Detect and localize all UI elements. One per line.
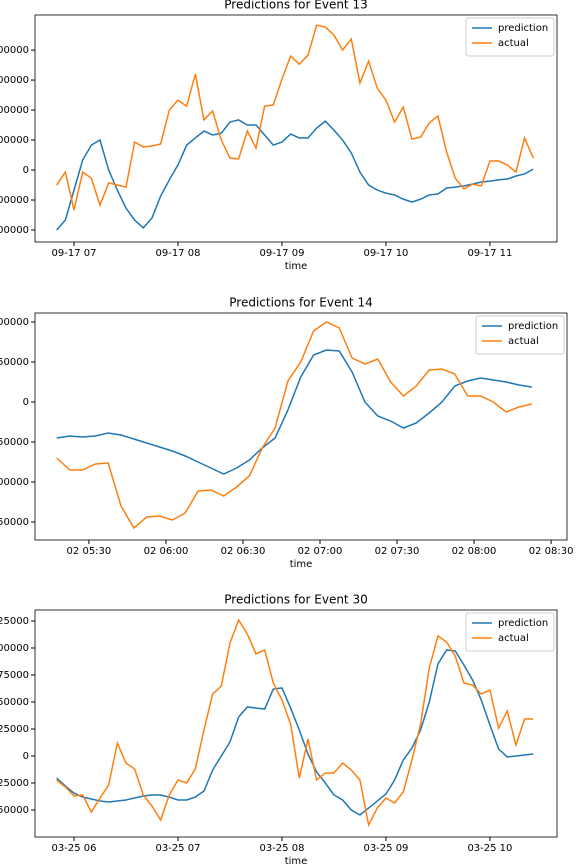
y-tick-label: 25000 [0, 724, 29, 735]
data-line [56, 649, 534, 816]
y-tick-label: 125000 [0, 616, 29, 627]
x-tick-label: 09-17 10 [363, 248, 408, 259]
legend-label: prediction [498, 618, 548, 629]
x-tick-label: 03-25 09 [363, 843, 408, 854]
data-line [56, 349, 532, 475]
legend-label: actual [508, 336, 539, 347]
legend-label: actual [498, 633, 529, 644]
y-tick-label: 200000 [0, 105, 29, 116]
y-tick-label: -100000 [0, 477, 29, 488]
y-tick-label: -150000 [0, 517, 29, 528]
x-axis-label: time [285, 261, 308, 272]
x-tick-label: 03-25 08 [259, 843, 304, 854]
y-tick-label: -25000 [0, 778, 29, 789]
x-axis-label: time [290, 559, 313, 570]
x-tick-label: 02 05:30 [67, 546, 112, 557]
chart-title: Predictions for Event 14 [229, 296, 372, 310]
data-line [56, 321, 532, 530]
x-axis-label: time [285, 856, 308, 864]
x-tick-label: 09-17 11 [467, 248, 512, 259]
x-tick-label: 02 06:00 [144, 546, 189, 557]
y-tick-label: 100000 [0, 643, 29, 654]
y-tick-label: 400000 [0, 45, 29, 56]
y-tick-label: 0 [23, 751, 29, 762]
x-tick-label: 02 07:30 [375, 546, 420, 557]
x-tick-label: 02 06:30 [221, 546, 266, 557]
y-tick-label: 50000 [0, 697, 29, 708]
data-line [56, 618, 534, 828]
legend-label: actual [498, 38, 529, 49]
y-tick-label: 0 [23, 165, 29, 176]
plot-frame [34, 312, 568, 541]
x-tick-label: 09-17 08 [155, 248, 200, 259]
y-tick-label: 100000 [0, 135, 29, 146]
y-tick-label: 100000 [0, 317, 29, 328]
plot-frame [34, 609, 558, 838]
x-tick-label: 09-17 07 [52, 248, 97, 259]
x-tick-label: 03-25 06 [52, 843, 97, 854]
plot-frame [34, 14, 558, 243]
y-tick-label: 0 [23, 397, 29, 408]
data-line [56, 119, 534, 231]
y-tick-label: -200000 [0, 225, 29, 236]
data-line [56, 24, 534, 211]
x-tick-label: 02 08:00 [452, 546, 497, 557]
chart-title: Predictions for Event 13 [224, 0, 367, 12]
x-tick-label: 02 08:30 [529, 546, 574, 557]
y-tick-label: -100000 [0, 195, 29, 206]
x-tick-label: 03-25 10 [467, 843, 512, 854]
y-tick-label: -50000 [0, 437, 29, 448]
x-tick-label: 03-25 07 [155, 843, 200, 854]
chart-title: Predictions for Event 30 [224, 593, 367, 607]
legend-label: prediction [508, 321, 558, 332]
legend-label: prediction [498, 23, 548, 34]
y-tick-label: 300000 [0, 75, 29, 86]
y-tick-label: 50000 [0, 357, 29, 368]
y-tick-label: -50000 [0, 805, 29, 816]
x-tick-label: 02 07:00 [298, 546, 343, 557]
y-tick-label: 75000 [0, 670, 29, 681]
x-tick-label: 09-17 09 [259, 248, 304, 259]
